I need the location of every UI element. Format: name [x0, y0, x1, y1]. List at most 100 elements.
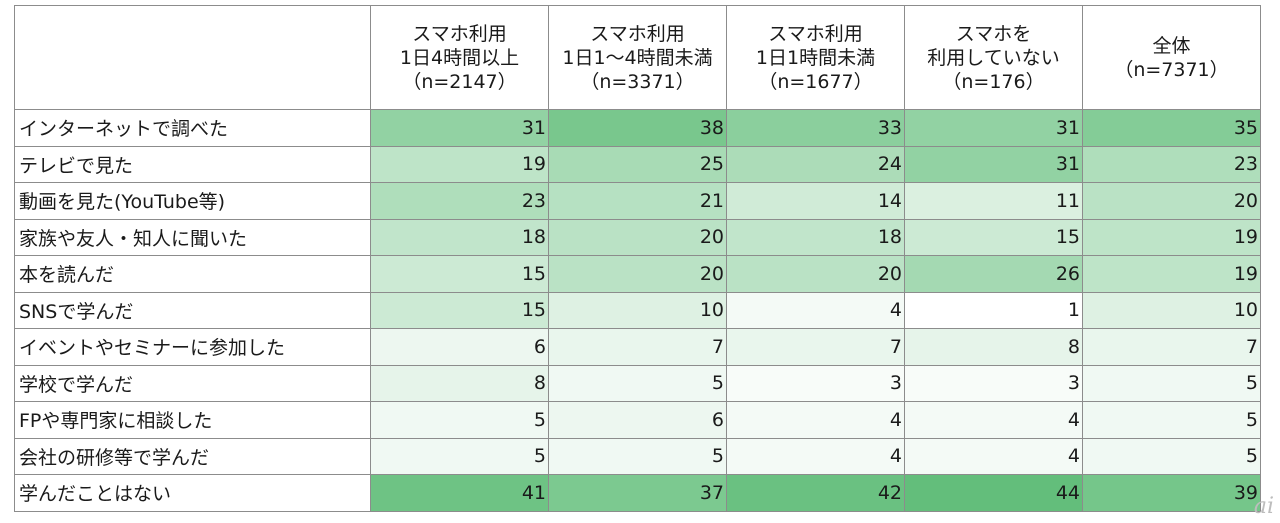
corner-cell [14, 5, 371, 110]
table-row: 学校で学んだ 8 5 3 3 5 [14, 364, 1261, 402]
value-cell: 37 [548, 474, 727, 512]
value-cell: 14 [726, 182, 905, 220]
value-cell: 44 [904, 474, 1083, 512]
column-header: スマホ利用 1日4時間以上 （n=2147） [370, 5, 549, 110]
value-cell: 1 [904, 291, 1083, 329]
column-header-line: スマホ利用 [768, 22, 863, 45]
row-label: 学校で学んだ [14, 364, 371, 402]
column-header-line: （n=7371） [1114, 58, 1229, 81]
value-cell: 31 [370, 109, 549, 147]
table-row: イベントやセミナーに参加した 6 7 7 8 7 [14, 328, 1261, 366]
row-label: 学んだことはない [14, 474, 371, 512]
value-cell: 42 [726, 474, 905, 512]
value-cell: 4 [726, 437, 905, 475]
column-header: 全体 （n=7371） [1082, 5, 1261, 110]
column-header-line: 1日4時間以上 [399, 46, 520, 69]
value-cell: 4 [904, 401, 1083, 439]
value-cell: 5 [548, 364, 727, 402]
value-cell: 4 [904, 437, 1083, 475]
value-cell: 6 [548, 401, 727, 439]
row-label: 家族や友人・知人に聞いた [14, 218, 371, 256]
column-header-line: 1日1～4時間未満 [562, 46, 713, 69]
value-cell: 20 [548, 255, 727, 293]
value-cell: 11 [904, 182, 1083, 220]
table-body: インターネットで調べた 31 38 33 31 35 テレビで見た 19 25 24 31 23 動画を… [14, 109, 1261, 512]
value-cell: 10 [548, 291, 727, 329]
value-cell: 23 [370, 182, 549, 220]
row-label: 会社の研修等で学んだ [14, 437, 371, 475]
table-row: 学んだことはない 41 37 42 44 39 [14, 474, 1261, 512]
heatmap-table: スマホ利用 1日4時間以上 （n=2147） スマホ利用 1日1～4時間未満 （n=337… [14, 5, 1261, 512]
value-cell: 7 [726, 328, 905, 366]
column-header-line: （n=2147） [402, 70, 517, 93]
column-header-line: （n=3371） [580, 70, 695, 93]
table-row: 家族や友人・知人に聞いた 18 20 18 15 19 [14, 218, 1261, 256]
column-header-line: スマホ利用 [412, 22, 507, 45]
row-label: 動画を見た(YouTube等) [14, 182, 371, 220]
value-cell: 7 [548, 328, 727, 366]
value-cell: 20 [1082, 182, 1261, 220]
column-header-line: 1日1時間未満 [755, 46, 876, 69]
value-cell: 31 [904, 109, 1083, 147]
value-cell: 23 [1082, 145, 1261, 183]
value-cell: 10 [1082, 291, 1261, 329]
value-cell: 41 [370, 474, 549, 512]
value-cell: 4 [726, 401, 905, 439]
value-cell: 20 [726, 255, 905, 293]
table-row: テレビで見た 19 25 24 31 23 [14, 145, 1261, 183]
table-row: 本を読んだ 15 20 20 26 19 [14, 255, 1261, 293]
column-header-line: スマホを [955, 22, 1032, 45]
column-header: スマホ利用 1日1～4時間未満 （n=3371） [548, 5, 727, 110]
value-cell: 18 [370, 218, 549, 256]
value-cell: 24 [726, 145, 905, 183]
row-label: FPや専門家に相談した [14, 401, 371, 439]
value-cell: 8 [904, 328, 1083, 366]
value-cell: 19 [1082, 218, 1261, 256]
watermark-logo: ai [1253, 494, 1274, 519]
value-cell: 15 [904, 218, 1083, 256]
value-cell: 6 [370, 328, 549, 366]
column-header-line: スマホ利用 [590, 22, 685, 45]
value-cell: 5 [1082, 364, 1261, 402]
value-cell: 20 [548, 218, 727, 256]
table-row: インターネットで調べた 31 38 33 31 35 [14, 109, 1261, 147]
header-row: スマホ利用 1日4時間以上 （n=2147） スマホ利用 1日1～4時間未満 （n=337… [14, 5, 1261, 110]
row-label: インターネットで調べた [14, 109, 371, 147]
table-row: 動画を見た(YouTube等) 23 21 14 11 20 [14, 182, 1261, 220]
value-cell: 3 [904, 364, 1083, 402]
column-header-line: （n=1677） [758, 70, 873, 93]
value-cell: 7 [1082, 328, 1261, 366]
value-cell: 15 [370, 255, 549, 293]
column-header-line: 全体 [1152, 34, 1191, 57]
table-row: SNSで学んだ 15 10 4 1 10 [14, 291, 1261, 329]
column-header-line: 利用していない [927, 46, 1060, 69]
value-cell: 26 [904, 255, 1083, 293]
row-label: イベントやセミナーに参加した [14, 328, 371, 366]
value-cell: 5 [370, 401, 549, 439]
column-header-line: （n=176） [942, 70, 1045, 93]
value-cell: 5 [1082, 401, 1261, 439]
row-label: 本を読んだ [14, 255, 371, 293]
table-row: 会社の研修等で学んだ 5 5 4 4 5 [14, 437, 1261, 475]
value-cell: 5 [1082, 437, 1261, 475]
value-cell: 3 [726, 364, 905, 402]
value-cell: 15 [370, 291, 549, 329]
value-cell: 19 [370, 145, 549, 183]
value-cell: 31 [904, 145, 1083, 183]
table-row: FPや専門家に相談した 5 6 4 4 5 [14, 401, 1261, 439]
value-cell: 5 [548, 437, 727, 475]
value-cell: 18 [726, 218, 905, 256]
value-cell: 38 [548, 109, 727, 147]
value-cell: 33 [726, 109, 905, 147]
value-cell: 25 [548, 145, 727, 183]
value-cell: 5 [370, 437, 549, 475]
value-cell: 39 [1082, 474, 1261, 512]
value-cell: 21 [548, 182, 727, 220]
row-label: テレビで見た [14, 145, 371, 183]
value-cell: 4 [726, 291, 905, 329]
value-cell: 19 [1082, 255, 1261, 293]
column-header: スマホを 利用していない （n=176） [904, 5, 1083, 110]
value-cell: 8 [370, 364, 549, 402]
column-header: スマホ利用 1日1時間未満 （n=1677） [726, 5, 905, 110]
row-label: SNSで学んだ [14, 291, 371, 329]
